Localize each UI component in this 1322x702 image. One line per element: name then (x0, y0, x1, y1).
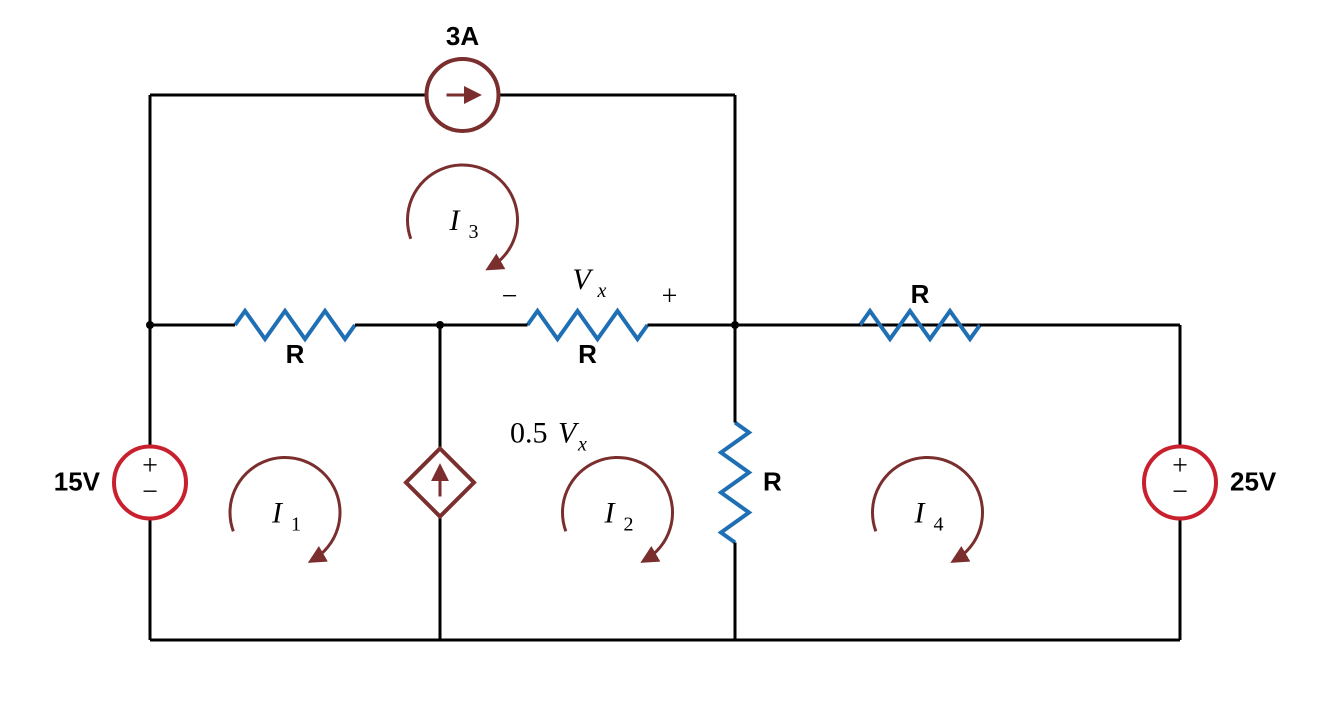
svg-text:2: 2 (624, 514, 634, 536)
svg-text:V: V (572, 263, 594, 296)
node-dot (436, 321, 444, 329)
svg-text:1: 1 (291, 514, 301, 536)
vx-plus: + (662, 281, 678, 312)
svg-text:I: I (271, 497, 284, 530)
vs25-minus: − (1172, 477, 1188, 508)
svg-text:I: I (449, 204, 462, 237)
resistor-r-right (860, 311, 980, 339)
loop-i3-arrow (407, 165, 517, 268)
label-r-vx: R (578, 339, 597, 369)
loop-i4-arrow (872, 458, 982, 561)
loop-i2-label: I2 (604, 497, 634, 536)
loop-i3-label: I3 (449, 204, 479, 243)
svg-text:I: I (604, 497, 617, 530)
loop-i1-label: I1 (271, 497, 301, 536)
node-dot (146, 321, 154, 329)
label-dep-src: 0.5 Vx (510, 417, 587, 456)
label-r-right: R (911, 279, 930, 309)
label-r-left: R (286, 339, 305, 369)
label-r-vert: R (763, 467, 782, 497)
svg-text:0.5: 0.5 (510, 417, 548, 450)
label-15v: 15V (54, 467, 101, 497)
label-vx: Vx (572, 263, 606, 302)
resistor-r-vert (721, 423, 749, 543)
label-25v: 25V (1230, 467, 1277, 497)
loop-i2-arrow (563, 457, 673, 560)
loop-i1-arrow (230, 457, 340, 560)
loop-i4-label: I4 (914, 497, 944, 536)
resistor-r-left (235, 311, 355, 339)
svg-text:x: x (597, 280, 607, 302)
label-3a: 3A (446, 21, 479, 51)
vx-minus: − (502, 281, 518, 312)
vs15-minus: − (142, 477, 158, 508)
svg-text:4: 4 (934, 514, 944, 536)
node-dot (731, 321, 739, 329)
resistor-r-vx (528, 311, 648, 339)
svg-text:x: x (577, 434, 587, 456)
svg-text:3: 3 (469, 221, 479, 243)
svg-text:V: V (558, 417, 580, 450)
svg-text:I: I (914, 497, 927, 530)
